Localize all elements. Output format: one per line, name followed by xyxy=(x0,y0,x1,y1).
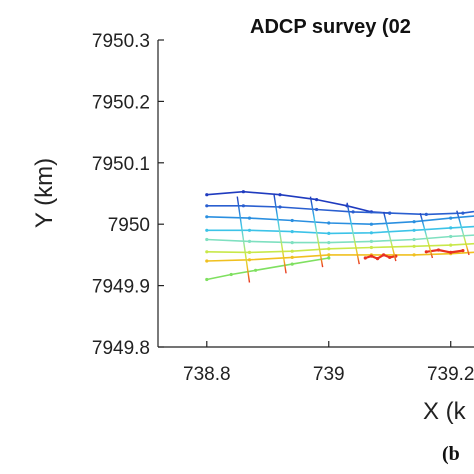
data-point xyxy=(412,228,416,232)
transect-line-3 xyxy=(346,202,360,265)
panel-label: (b xyxy=(442,443,460,465)
data-point xyxy=(205,277,209,282)
transect-line-5 xyxy=(419,212,434,259)
data-point xyxy=(290,241,294,245)
y-tick-label: 7949.9 xyxy=(92,277,150,298)
data-point xyxy=(369,222,373,226)
y-tick-label: 7950 xyxy=(108,215,150,236)
data-point xyxy=(327,221,331,225)
data-point xyxy=(241,190,245,194)
data-point xyxy=(247,216,252,220)
data-point xyxy=(351,210,355,214)
data-point xyxy=(424,250,428,254)
data-point xyxy=(412,244,416,248)
data-point xyxy=(327,231,331,235)
data-point xyxy=(315,198,319,202)
data-point xyxy=(369,254,373,258)
data-point xyxy=(290,249,294,253)
transect-line-6 xyxy=(456,210,470,256)
y-tick-label: 7950.2 xyxy=(92,92,150,113)
data-point xyxy=(375,257,380,261)
data-point xyxy=(205,228,209,232)
transect-line-0 xyxy=(236,196,251,283)
data-point xyxy=(205,259,209,263)
data-point xyxy=(449,216,453,220)
data-point xyxy=(412,220,416,224)
transect-layer xyxy=(236,193,470,283)
y-axis-title: Y (km) xyxy=(31,158,58,228)
data-point xyxy=(327,241,331,245)
data-point xyxy=(247,258,252,262)
data-point xyxy=(369,239,373,243)
data-point xyxy=(229,272,233,277)
data-point xyxy=(436,248,441,252)
data-point xyxy=(278,193,282,197)
y-tick-label: 7950.1 xyxy=(92,154,150,175)
data-point xyxy=(461,211,465,215)
x-tick-label: 739 xyxy=(313,364,345,385)
y-tick-label: 7949.8 xyxy=(92,338,150,359)
data-point xyxy=(369,231,373,235)
data-point xyxy=(388,211,392,215)
data-point xyxy=(388,255,392,259)
plot-area xyxy=(205,190,474,283)
x-axis-title: X (k xyxy=(423,398,467,425)
series-line-9 xyxy=(426,248,464,254)
data-point xyxy=(205,215,209,219)
transect-line-2 xyxy=(309,196,324,268)
data-point xyxy=(290,255,294,259)
data-point xyxy=(369,245,373,250)
data-point xyxy=(461,249,465,253)
data-point xyxy=(327,247,331,251)
data-point xyxy=(247,250,252,254)
data-point xyxy=(254,268,258,272)
data-point xyxy=(449,243,453,247)
data-point xyxy=(449,226,453,230)
data-point xyxy=(424,212,428,216)
series-line-0 xyxy=(206,190,390,214)
series-layer xyxy=(205,190,474,282)
data-point xyxy=(278,205,282,209)
data-point xyxy=(290,262,294,266)
data-point xyxy=(241,204,245,208)
data-point xyxy=(247,239,252,243)
transect-line-1 xyxy=(273,193,287,274)
data-point xyxy=(363,256,367,260)
x-tick-label: 738.8 xyxy=(183,364,231,385)
data-point xyxy=(315,207,319,212)
y-tick-label: 7950.3 xyxy=(92,31,150,52)
data-point xyxy=(412,253,416,257)
data-point xyxy=(205,237,209,242)
data-point xyxy=(449,234,453,239)
chart-title: ADCP survey (02 xyxy=(250,16,411,38)
x-ticks: 738.8 739 739.2 xyxy=(183,341,474,385)
data-point xyxy=(290,230,294,234)
transect-line-4 xyxy=(382,211,397,262)
data-point xyxy=(205,193,209,197)
data-point xyxy=(327,253,331,257)
y-ticks: 7950.3 7950.2 7950.1 7950 7949.9 7949.8 xyxy=(92,31,164,359)
data-point xyxy=(449,250,453,254)
data-point xyxy=(290,218,294,223)
x-tick-label: 739.2 xyxy=(427,364,474,385)
data-point xyxy=(247,228,252,232)
data-point xyxy=(412,237,416,242)
data-point xyxy=(327,256,331,260)
series-line-1 xyxy=(206,205,474,216)
data-point xyxy=(205,250,209,254)
data-point xyxy=(205,204,209,208)
data-point xyxy=(382,253,386,257)
